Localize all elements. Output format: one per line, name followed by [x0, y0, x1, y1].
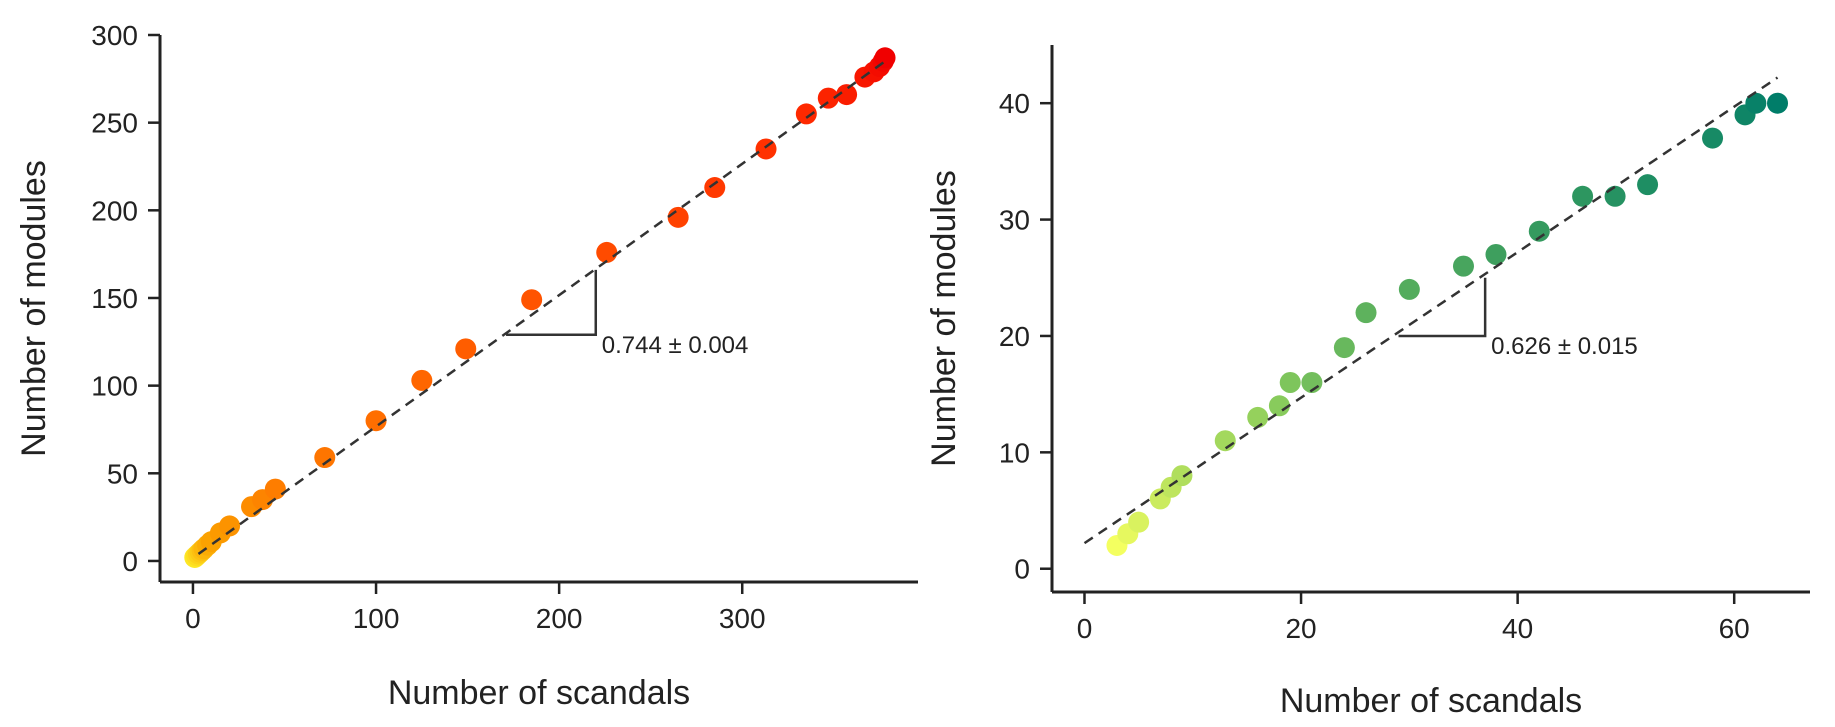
right-x-tick-label: 0 — [1077, 613, 1093, 644]
right-data-point — [1572, 185, 1594, 207]
right-y-tick-label: 20 — [999, 321, 1030, 352]
left-x-tick-label: 300 — [719, 603, 766, 634]
right-data-point — [1214, 430, 1236, 452]
left-data-point — [755, 138, 777, 160]
right-data-point — [1485, 243, 1507, 265]
right-data-point — [1279, 372, 1301, 394]
left-data-point — [795, 103, 817, 125]
right-data-point — [1268, 395, 1290, 417]
right-x-tick-label: 40 — [1502, 613, 1533, 644]
left-data-point — [874, 47, 896, 69]
left-y-tick-label: 150 — [91, 283, 138, 314]
left-data-point — [411, 369, 433, 391]
right-data-point — [1452, 255, 1474, 277]
left-data-point — [219, 515, 241, 537]
left-data-point — [836, 84, 858, 106]
left-slope-triangle — [506, 269, 598, 337]
right-x-tick-label: 20 — [1285, 613, 1316, 644]
right-y-tick-label: 30 — [999, 205, 1030, 236]
left-y-axis-label: Number of modules — [15, 160, 53, 457]
left-data-point — [314, 447, 336, 469]
left-x-tick-label: 100 — [353, 603, 400, 634]
left-y-tick-label: 50 — [107, 458, 138, 489]
left-y-tick-label: 250 — [91, 108, 138, 139]
right-data-point — [1528, 220, 1550, 242]
right-slope-annotation: 0.626 ± 0.015 — [1491, 333, 1638, 360]
left-x-axis-label: Number of scandals — [388, 674, 690, 712]
left-data-point — [365, 410, 387, 432]
right-y-axis-label: Number of modules — [925, 170, 963, 467]
right-x-axis-label: Number of scandals — [1280, 682, 1582, 720]
left-y-tick-label: 300 — [91, 20, 138, 51]
right-x-tick-label: 60 — [1719, 613, 1750, 644]
left-fit-line — [197, 60, 886, 555]
right-data-point — [1604, 185, 1626, 207]
right-y-tick-label: 40 — [999, 88, 1030, 119]
left-y-tick-label: 200 — [91, 195, 138, 226]
right-data-point — [1398, 278, 1420, 300]
left-panel: 0 50 100 150 200 250 300 0 100 200 300 Number of sc… — [15, 20, 918, 712]
right-y-tick-label: 10 — [999, 437, 1030, 468]
right-slope-triangle — [1398, 277, 1487, 338]
left-y-tick-label: 0 — [122, 546, 138, 577]
left-data-point — [521, 289, 543, 311]
right-data-point — [1355, 302, 1377, 324]
right-y-tick-label: 0 — [1014, 554, 1030, 585]
right-data-point — [1702, 127, 1724, 149]
right-data-point — [1247, 406, 1269, 428]
right-fit-line — [1083, 76, 1779, 545]
left-data-point — [704, 177, 726, 199]
left-slope-annotation: 0.744 ± 0.004 — [602, 332, 749, 359]
right-data-point — [1637, 174, 1659, 196]
left-data-point — [596, 241, 618, 263]
right-data-point — [1745, 92, 1767, 114]
left-x-tick-label: 200 — [536, 603, 583, 634]
left-data-point — [264, 478, 286, 500]
left-x-tick-label: 0 — [185, 603, 201, 634]
right-data-point — [1333, 337, 1355, 359]
right-panel: 0 10 20 30 40 0 20 40 60 Number of scandals Number… — [925, 45, 1810, 720]
right-data-point — [1128, 511, 1150, 533]
left-data-point — [667, 206, 689, 228]
right-data-point — [1767, 92, 1789, 114]
left-data-point — [455, 338, 477, 360]
left-data-point — [817, 87, 839, 109]
left-y-tick-label: 100 — [91, 371, 138, 402]
